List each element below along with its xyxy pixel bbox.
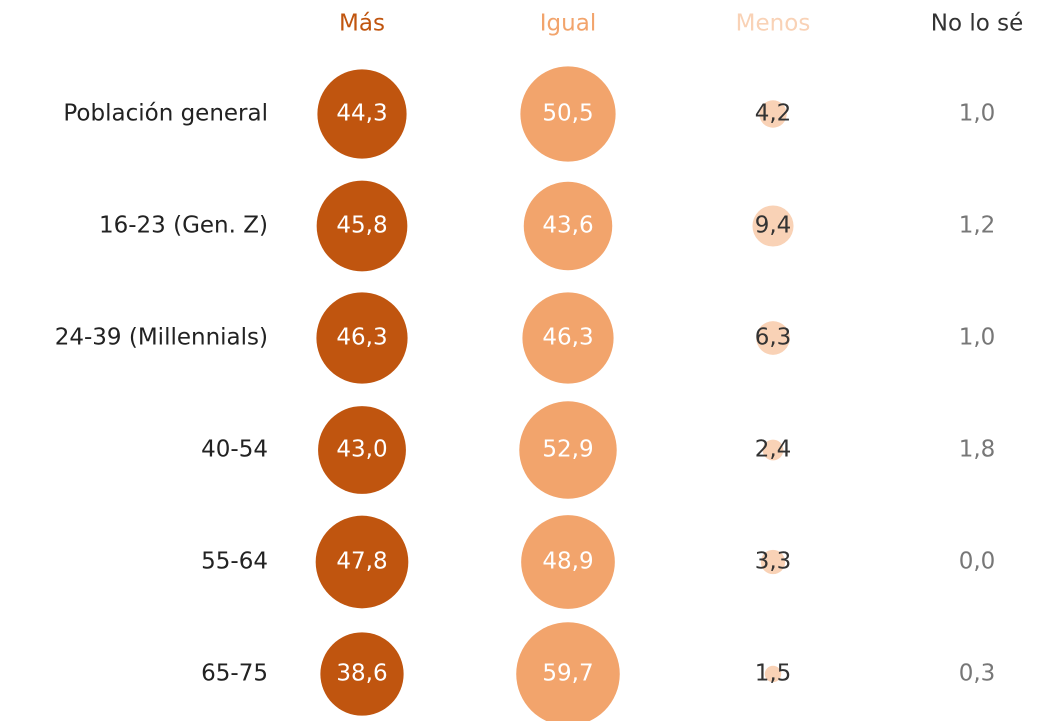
bubble xyxy=(970,107,984,121)
data-label: 47,8 xyxy=(336,549,387,575)
data-label: 3,3 xyxy=(755,549,792,575)
bubble xyxy=(320,632,404,716)
data-label: 1,0 xyxy=(959,101,996,127)
data-label: 9,4 xyxy=(755,213,792,239)
legend-label: Menos xyxy=(736,11,811,37)
data-label: 44,3 xyxy=(336,101,387,127)
bubble xyxy=(519,401,617,499)
bubble xyxy=(523,181,613,271)
bubble xyxy=(521,515,615,609)
bubble xyxy=(316,180,408,272)
bubble xyxy=(752,205,794,247)
data-label: 52,9 xyxy=(542,437,593,463)
bubble xyxy=(318,406,406,494)
legend-label: No lo sé xyxy=(931,11,1024,37)
data-label: 1,2 xyxy=(959,213,996,239)
row-label: 40-54 xyxy=(201,437,268,463)
bubble xyxy=(973,670,981,678)
row-label: Población general xyxy=(63,101,268,127)
bubble xyxy=(756,321,790,355)
row-label: 24-39 (Millennials) xyxy=(55,325,268,351)
bubble xyxy=(968,441,986,459)
bubble xyxy=(315,515,409,609)
bubble xyxy=(317,69,407,159)
row-label: 65-75 xyxy=(201,661,268,687)
data-label: 50,5 xyxy=(542,101,593,127)
bubble xyxy=(522,292,614,384)
bubble xyxy=(760,549,786,575)
legend-label: Igual xyxy=(540,11,596,37)
data-label: 45,8 xyxy=(336,213,387,239)
data-label: 59,7 xyxy=(542,661,593,687)
bubble xyxy=(764,665,782,683)
data-label: 6,3 xyxy=(755,325,792,351)
bubble xyxy=(516,622,620,721)
bubble xyxy=(762,439,784,461)
data-label: 2,4 xyxy=(755,437,792,463)
bubble xyxy=(316,292,408,384)
row-label: 55-64 xyxy=(201,549,268,575)
bubble xyxy=(759,100,787,128)
data-label: 48,9 xyxy=(542,549,593,575)
data-label: 1,0 xyxy=(959,325,996,351)
data-label: 46,3 xyxy=(336,325,387,351)
row-label: 16-23 (Gen. Z) xyxy=(99,213,268,239)
data-label: 0,3 xyxy=(959,661,996,687)
data-label: 38,6 xyxy=(336,661,387,687)
legend-label: Más xyxy=(339,11,385,37)
data-label: 0,0 xyxy=(959,549,996,575)
data-label: 4,2 xyxy=(755,101,792,127)
bubble xyxy=(970,331,984,345)
bubble xyxy=(969,218,985,234)
data-label: 1,5 xyxy=(755,661,792,687)
bubble xyxy=(520,66,616,162)
data-label: 1,8 xyxy=(959,437,996,463)
data-label: 43,0 xyxy=(336,437,387,463)
data-label: 46,3 xyxy=(542,325,593,351)
data-label: 43,6 xyxy=(542,213,593,239)
